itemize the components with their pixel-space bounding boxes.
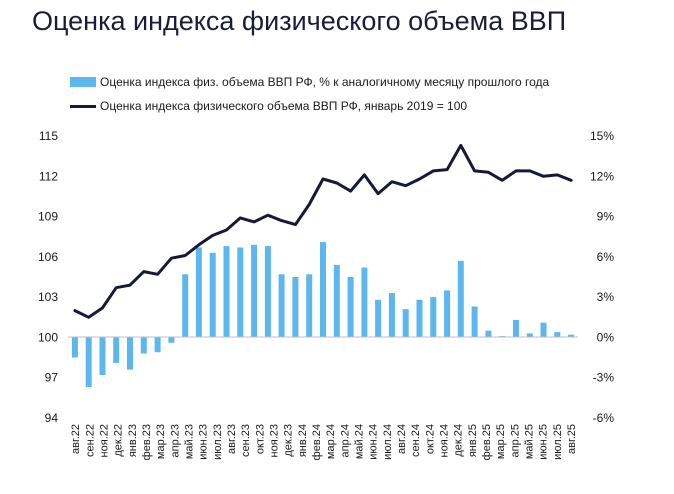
bar-дек.22	[127, 337, 133, 370]
y-left-tick-103: 103	[38, 290, 58, 304]
x-tick-сен.23: сен.23	[240, 424, 252, 457]
x-tick-окт.23: окт.23	[254, 424, 266, 454]
x-tick-май.25: май.25	[523, 424, 535, 459]
x-tick-июн.24: июн.24	[368, 424, 380, 460]
x-tick-ноя.22: ноя.22	[98, 424, 110, 457]
y-right-tick-12%: 12%	[590, 169, 614, 183]
x-tick-ноя.24: ноя.24	[438, 424, 450, 457]
y-right-tick-0%: 0%	[597, 330, 615, 344]
x-tick-дек.22: дек.22	[113, 424, 125, 457]
bar-май.23	[195, 247, 202, 338]
x-tick-ноя.23: ноя.23	[268, 424, 280, 457]
y-left-tick-106: 106	[38, 250, 58, 264]
bar-сен.24	[416, 299, 423, 338]
x-tick-май.23: май.23	[183, 424, 195, 459]
bar-сен.22	[85, 337, 92, 388]
bar-июн.25	[540, 322, 547, 338]
x-tick-янв.24: янв.24	[297, 424, 309, 457]
y-left-tick-112: 112	[39, 169, 58, 183]
legend-label-bar: Оценка индекса физ. объема ВВП РФ, % к а…	[100, 75, 550, 89]
x-tick-фев.23: фев.23	[141, 424, 153, 460]
x-tick-фев.24: фев.24	[311, 424, 323, 460]
y-left-tick-100: 100	[38, 330, 58, 344]
y-left-tick-109: 109	[38, 210, 58, 224]
bar-сен.23	[251, 244, 258, 338]
bar-май.25	[526, 333, 533, 338]
bar-авг.23	[237, 247, 244, 338]
bar-ноя.22	[113, 337, 120, 363]
x-tick-апр.23: апр.23	[169, 424, 181, 457]
y-right-tick--6%: -6%	[593, 411, 615, 425]
bar-окт.23	[264, 246, 271, 338]
x-tick-дек.24: дек.24	[453, 424, 465, 457]
x-tick-янв.23: янв.23	[127, 424, 139, 457]
x-tick-сен.22: сен.22	[84, 424, 96, 457]
x-tick-мар.24: мар.24	[325, 424, 337, 459]
x-tick-дек.23: дек.23	[283, 424, 295, 457]
chart-title: Оценка индекса физического объема ВВП	[32, 6, 567, 36]
x-tick-фев.25: фев.25	[481, 424, 493, 460]
bar-фев.23	[154, 337, 161, 353]
bar-май.24	[361, 267, 368, 338]
bar-янв.24	[306, 274, 313, 338]
bar-июл.23	[223, 246, 230, 338]
bar-июн.24	[375, 299, 382, 338]
y-right-tick-15%: 15%	[590, 129, 614, 143]
y-left-tick-97: 97	[45, 371, 59, 385]
bar-апр.25	[513, 320, 519, 338]
bar-авг.22	[71, 337, 78, 358]
bar-янв.25	[471, 306, 478, 338]
y-right-tick-3%: 3%	[597, 290, 615, 304]
bar-ноя.23	[278, 274, 285, 338]
x-tick-июл.25: июл.25	[552, 424, 564, 460]
x-tick-сен.24: сен.24	[410, 424, 422, 457]
x-tick-апр.25: апр.25	[509, 424, 521, 457]
x-tick-июн.25: июн.25	[538, 424, 550, 460]
x-tick-апр.24: апр.24	[339, 424, 351, 457]
x-tick-июл.24: июл.24	[382, 424, 394, 460]
y-left-tick-94: 94	[45, 411, 59, 425]
legend-swatch-line	[70, 104, 96, 108]
x-tick-мар.25: мар.25	[495, 424, 507, 459]
x-tick-янв.25: янв.25	[467, 424, 479, 457]
legend-item-bar: Оценка индекса физ. объема ВВП РФ, % к а…	[70, 70, 549, 94]
x-tick-июн.23: июн.23	[198, 424, 210, 460]
bar-дек.23	[292, 277, 299, 338]
bar-мар.23	[168, 337, 175, 343]
bar-окт.22	[99, 337, 106, 375]
bar-апр.24	[347, 277, 354, 338]
y-right-tick--3%: -3%	[593, 371, 615, 385]
bar-окт.24	[430, 297, 437, 338]
bar-авг.24	[402, 309, 409, 338]
bar-ноя.24	[444, 290, 451, 338]
bar-авг.25	[568, 334, 575, 338]
x-tick-авг.25: авг.25	[566, 424, 578, 454]
x-tick-окт.24: окт.24	[424, 424, 436, 454]
y-left-tick-115: 115	[39, 129, 58, 143]
y-right-tick-6%: 6%	[597, 250, 615, 264]
bar-фев.24	[320, 242, 326, 338]
x-tick-авг.22: авг.22	[70, 424, 82, 454]
legend-swatch-bar	[70, 77, 96, 87]
bar-июл.25	[554, 332, 561, 338]
legend: Оценка индекса физ. объема ВВП РФ, % к а…	[70, 70, 549, 118]
x-tick-авг.24: авг.24	[396, 424, 408, 454]
y-right-tick-9%: 9%	[597, 210, 615, 224]
bar-фев.25	[485, 330, 492, 338]
bar-июл.24	[388, 293, 395, 338]
bar-мар.24	[333, 264, 340, 338]
bar-апр.23	[182, 274, 189, 338]
x-tick-июл.23: июл.23	[212, 424, 224, 460]
bar-июн.23	[209, 252, 216, 338]
line-series-index	[73, 143, 573, 319]
bar-янв.23	[140, 337, 147, 354]
legend-item-line: Оценка индекса физического объема ВВП РФ…	[70, 94, 549, 118]
bar-дек.24	[457, 260, 464, 338]
x-tick-май.24: май.24	[353, 424, 365, 459]
x-tick-авг.23: авг.23	[226, 424, 238, 454]
x-tick-мар.23: мар.23	[155, 424, 167, 459]
legend-label-line: Оценка индекса физического объема ВВП РФ…	[100, 99, 468, 113]
